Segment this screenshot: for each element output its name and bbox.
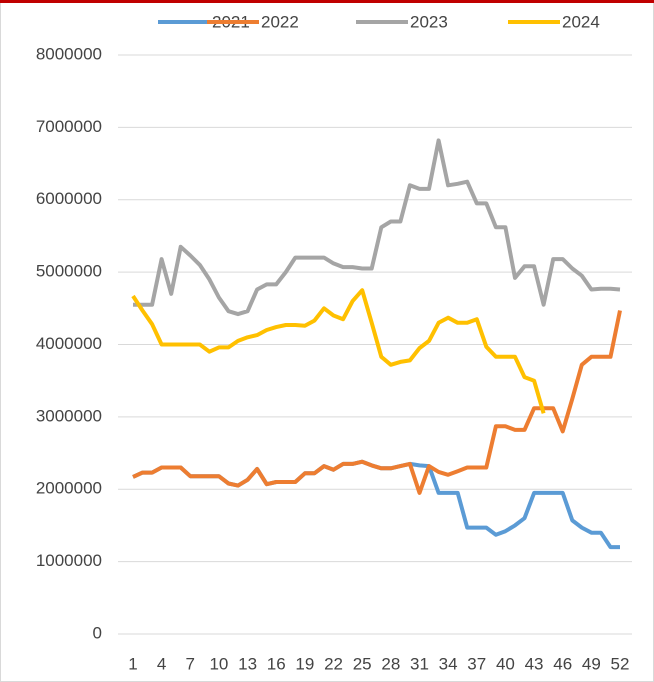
y-tick-label: 6000000: [36, 189, 102, 208]
x-tick-label: 10: [209, 654, 228, 673]
x-tick-label: 49: [582, 654, 601, 673]
x-tick-label: 7: [186, 654, 195, 673]
y-tick-label: 2000000: [36, 479, 102, 498]
x-tick-label: 4: [157, 654, 166, 673]
y-tick-label: 7000000: [36, 117, 102, 136]
x-tick-label: 43: [525, 654, 544, 673]
x-tick-label: 13: [238, 654, 257, 673]
x-tick-label: 34: [439, 654, 458, 673]
x-tick-label: 52: [611, 654, 630, 673]
legend-label: 2022: [261, 12, 299, 31]
y-tick-label: 3000000: [36, 406, 102, 425]
x-tick-label: 22: [324, 654, 343, 673]
y-tick-label: 4000000: [36, 334, 102, 353]
series-line: [131, 288, 546, 414]
y-tick-label: 1000000: [36, 551, 102, 570]
x-tick-label: 16: [267, 654, 286, 673]
legend-label: 2023: [410, 12, 448, 31]
x-tick-label: 25: [353, 654, 372, 673]
x-tick-label: 40: [496, 654, 515, 673]
legend-label: 2024: [562, 12, 600, 31]
y-tick-label: 5000000: [36, 262, 102, 281]
x-tick-label: 1: [128, 654, 137, 673]
series-line: [132, 310, 622, 495]
series-line: [133, 138, 621, 317]
x-tick-label: 28: [381, 654, 400, 673]
top-bar: [0, 0, 654, 3]
x-tick-label: 46: [553, 654, 572, 673]
y-tick-label: 8000000: [36, 44, 102, 63]
x-tick-label: 37: [467, 654, 486, 673]
x-tick-label: 31: [410, 654, 429, 673]
x-tick-label: 19: [295, 654, 314, 673]
y-tick-label: 0: [93, 623, 102, 642]
